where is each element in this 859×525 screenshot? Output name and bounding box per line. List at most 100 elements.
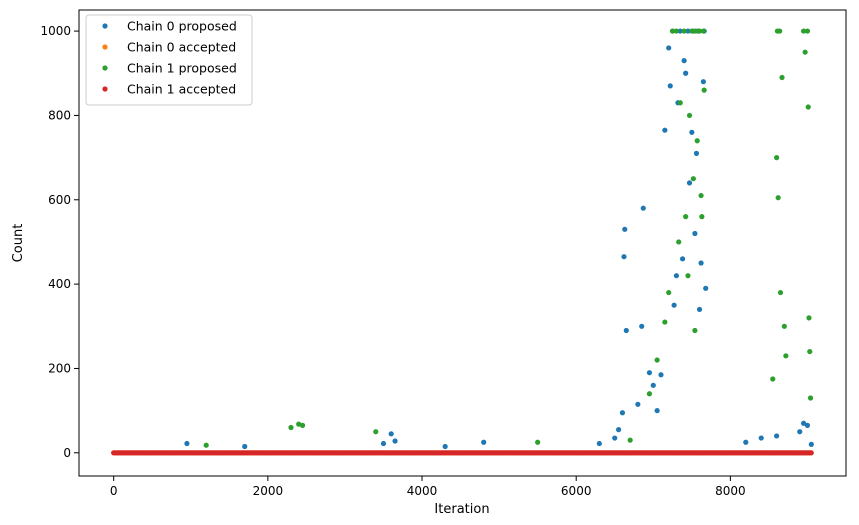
y-axis-label: Count — [11, 224, 26, 263]
data-point — [646, 370, 653, 376]
data-point — [622, 226, 628, 232]
data-point — [635, 401, 641, 407]
data-point — [703, 285, 709, 291]
data-point — [807, 395, 814, 401]
data-point — [619, 410, 626, 416]
data-point — [666, 45, 672, 51]
legend-marker — [102, 44, 108, 50]
data-point — [203, 442, 209, 448]
data-point — [802, 49, 808, 55]
legend-marker — [102, 23, 108, 29]
data-point — [658, 372, 664, 378]
y-tick-label: 200 — [48, 361, 71, 375]
data-point — [804, 28, 811, 34]
data-point — [701, 87, 707, 93]
data-point — [380, 440, 387, 447]
series-2 — [203, 28, 814, 448]
x-axis-label: Iteration — [434, 502, 489, 517]
data-point — [679, 256, 686, 262]
data-point — [535, 439, 541, 445]
y-axis: 0 200 400 600 800 1000 — [40, 24, 79, 460]
legend-label: Chain 1 accepted — [127, 82, 236, 97]
data-point — [690, 176, 696, 182]
data-point — [693, 150, 700, 156]
data-point — [681, 28, 687, 34]
data-point — [623, 327, 629, 334]
data-point — [692, 230, 698, 237]
legend-marker — [102, 65, 108, 71]
plot-frame — [78, 9, 847, 477]
legend: Chain 0 proposed Chain 0 accepted Chain 1 … — [85, 14, 253, 106]
data-point — [654, 357, 660, 363]
x-tick-label: 8000 — [715, 484, 746, 498]
series-0 — [184, 28, 814, 450]
data-point — [640, 205, 646, 211]
data-point — [683, 214, 689, 220]
data-point — [694, 138, 700, 144]
data-point — [777, 28, 783, 34]
x-tick-label: 4000 — [407, 484, 438, 498]
data-point — [692, 327, 698, 334]
series-3 — [111, 450, 814, 456]
y-tick-label: 800 — [48, 108, 71, 122]
data-point — [388, 431, 394, 437]
x-axis: 0 2000 4000 6000 8000 — [110, 476, 746, 498]
data-point — [801, 28, 807, 34]
data-point — [693, 28, 699, 34]
data-point — [627, 437, 633, 443]
data-point — [801, 420, 807, 426]
data-point — [808, 441, 814, 447]
data-point — [743, 439, 749, 445]
data-point — [696, 306, 703, 313]
legend-marker — [102, 86, 108, 92]
data-point — [373, 429, 379, 435]
x-tick-label: 0 — [110, 484, 118, 498]
data-point — [700, 28, 706, 34]
data-point — [654, 408, 660, 414]
data-point — [442, 443, 448, 450]
x-tick-label: 6000 — [561, 484, 592, 498]
data-point — [700, 79, 706, 85]
data-point — [639, 323, 645, 329]
data-point — [775, 195, 781, 201]
data-point — [807, 348, 813, 355]
data-point — [698, 192, 704, 199]
data-point — [774, 433, 780, 439]
data-point — [777, 289, 784, 296]
data-point — [392, 438, 398, 444]
data-point — [596, 440, 602, 447]
data-point — [806, 315, 812, 321]
y-tick-label: 0 — [63, 446, 71, 460]
y-tick-label: 400 — [48, 277, 71, 291]
data-point — [779, 74, 785, 81]
data-point — [666, 289, 672, 296]
data-point — [686, 180, 693, 186]
data-point — [699, 214, 705, 220]
data-point — [677, 100, 683, 106]
data-point — [804, 422, 811, 428]
data-point — [662, 319, 668, 325]
data-point — [673, 273, 680, 279]
data-point — [805, 104, 811, 110]
data-point — [797, 429, 803, 435]
data-point — [783, 353, 789, 359]
data-point — [662, 127, 668, 133]
data-point — [671, 302, 677, 308]
data-point — [242, 443, 248, 450]
legend-label: Chain 0 proposed — [127, 19, 237, 34]
data-point — [299, 422, 306, 428]
data-point — [667, 83, 673, 89]
data-point — [612, 435, 618, 441]
data-point — [808, 450, 814, 456]
data-point — [683, 70, 689, 76]
data-point — [676, 239, 682, 245]
x-tick-label: 2000 — [253, 484, 284, 498]
data-point — [770, 376, 776, 382]
data-point — [650, 382, 656, 388]
data-point — [698, 260, 704, 266]
data-point — [758, 435, 764, 441]
data-point — [673, 28, 680, 34]
points-layer — [111, 28, 814, 456]
legend-label: Chain 0 accepted — [127, 40, 236, 55]
